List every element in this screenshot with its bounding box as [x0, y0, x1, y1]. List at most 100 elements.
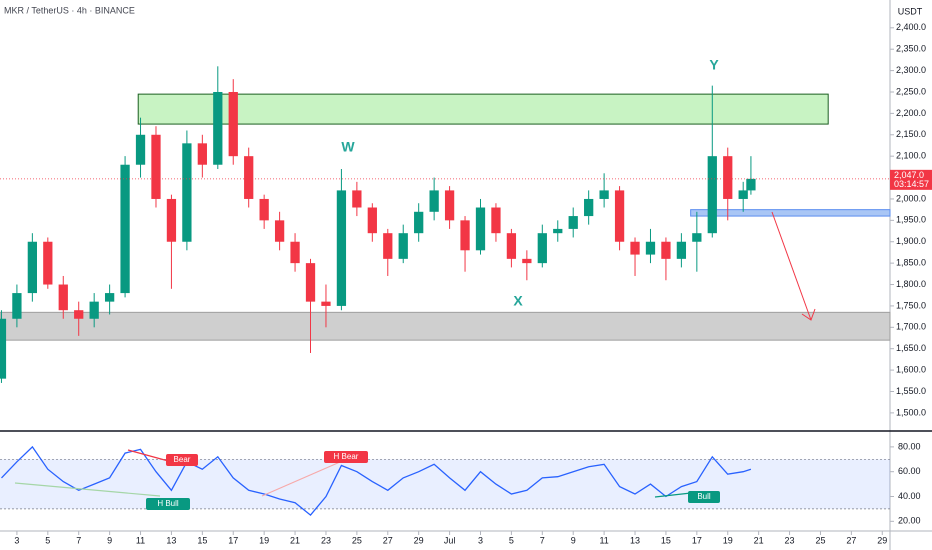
- candle-body: [630, 241, 640, 255]
- candle-body: [746, 178, 756, 191]
- candle-body: [506, 233, 517, 259]
- candle-body: [336, 190, 347, 306]
- x-tick-label: 17: [228, 535, 238, 545]
- candle-body: [274, 220, 285, 242]
- candle-body: [537, 233, 547, 264]
- x-tick-label: 25: [815, 535, 825, 545]
- y-tick-label: 2,400.0: [896, 22, 926, 32]
- x-tick-label: 13: [166, 535, 176, 545]
- candle-body: [89, 301, 99, 319]
- x-tick-label: 3: [14, 535, 19, 545]
- x-tick-label: 23: [785, 535, 795, 545]
- candle-body: [645, 241, 656, 255]
- x-tick-label: 7: [540, 535, 545, 545]
- candle-body: [383, 233, 393, 259]
- divergence-box: [146, 498, 190, 510]
- candle-body: [166, 198, 177, 242]
- candle-body: [599, 190, 609, 199]
- candle-body: [553, 228, 563, 234]
- candle-body: [661, 241, 671, 259]
- candle-body: [290, 241, 300, 264]
- candle-body: [723, 156, 733, 199]
- candle-body: [738, 190, 748, 199]
- candle-body: [74, 310, 84, 319]
- candle-body: [398, 233, 408, 259]
- x-tick-label: 13: [630, 535, 640, 545]
- y-tick-label: 2,150.0: [896, 129, 926, 139]
- y-tick-label: 1,650.0: [896, 343, 926, 353]
- y-tick-label: 1,500.0: [896, 407, 926, 417]
- candle-body: [429, 190, 439, 212]
- candle-body: [135, 134, 146, 165]
- y-tick-label: 2,200.0: [896, 108, 926, 118]
- wave-label: Y: [709, 57, 719, 73]
- candle-body: [259, 198, 269, 221]
- candle-body: [568, 216, 578, 229]
- y-tick-label: 2,000.0: [896, 193, 926, 203]
- candle-body: [491, 207, 501, 234]
- x-tick-label: 9: [571, 535, 576, 545]
- x-tick-label: 5: [509, 535, 514, 545]
- rsi-line: [1, 445, 752, 517]
- candle-body: [305, 263, 316, 302]
- divergence-line: [127, 449, 173, 463]
- candle-body: [321, 301, 331, 306]
- x-tick-label: 21: [290, 535, 300, 545]
- rsi-y-tick-label: 40.00: [898, 491, 921, 501]
- y-tick-label: 1,700.0: [896, 322, 926, 332]
- y-tick-label: 1,850.0: [896, 258, 926, 268]
- x-tick-label: 11: [136, 535, 145, 545]
- zone: [690, 209, 891, 217]
- y-tick-label: 2,300.0: [896, 65, 926, 75]
- countdown-label: 03:14:57: [894, 179, 929, 189]
- x-tick-label: 27: [383, 535, 393, 545]
- arrow-shaft: [771, 211, 812, 321]
- candle-body: [0, 318, 7, 379]
- x-tick-label: 27: [846, 535, 856, 545]
- y-tick-label: 2,100.0: [896, 151, 926, 161]
- y-tick-label: 1,950.0: [896, 215, 926, 225]
- y-tick-label: 1,900.0: [896, 236, 926, 246]
- x-tick-label: Jul: [444, 535, 456, 545]
- x-tick-label: 23: [321, 535, 331, 545]
- candle-body: [244, 156, 254, 199]
- candle-body: [460, 220, 470, 251]
- x-tick-label: 7: [76, 535, 81, 545]
- x-tick-label: 3: [478, 535, 483, 545]
- last-price-box: [890, 169, 932, 190]
- divergence-label: Bull: [697, 492, 711, 501]
- candle-body: [352, 190, 362, 208]
- arrow-head: [801, 308, 816, 321]
- x-tick-label: 25: [352, 535, 362, 545]
- candle-body: [197, 143, 207, 165]
- x-tick-label: 17: [692, 535, 702, 545]
- divergence-line: [14, 482, 161, 497]
- rsi-y-tick-label: 80.00: [898, 441, 921, 451]
- y-tick-label: 1,600.0: [896, 364, 926, 374]
- candle-body: [228, 91, 238, 157]
- x-tick-label: 11: [599, 535, 608, 545]
- y-tick-label: 2,350.0: [896, 44, 926, 54]
- divergence-label: Bear: [174, 455, 191, 464]
- candle-body: [12, 293, 22, 319]
- candle-body: [522, 258, 532, 264]
- zone: [137, 93, 829, 125]
- y-tick-label: 1,550.0: [896, 386, 926, 396]
- wave-label: X: [513, 293, 523, 309]
- x-tick-label: 19: [723, 535, 733, 545]
- x-tick-label: 29: [414, 535, 424, 545]
- candle-body: [43, 241, 53, 285]
- divergence-box: [688, 491, 720, 503]
- x-tick-label: 21: [754, 535, 764, 545]
- y-tick-label: 1,750.0: [896, 300, 926, 310]
- candle-body: [676, 241, 687, 259]
- y-tick-label: 2,250.0: [896, 86, 926, 96]
- candle-body: [444, 190, 455, 221]
- divergence-label: H Bull: [157, 499, 179, 508]
- x-tick-label: 9: [107, 535, 112, 545]
- candle-body: [367, 207, 377, 234]
- candle-body: [104, 293, 115, 302]
- candle-body: [707, 156, 717, 234]
- currency-label: USDT: [898, 6, 923, 16]
